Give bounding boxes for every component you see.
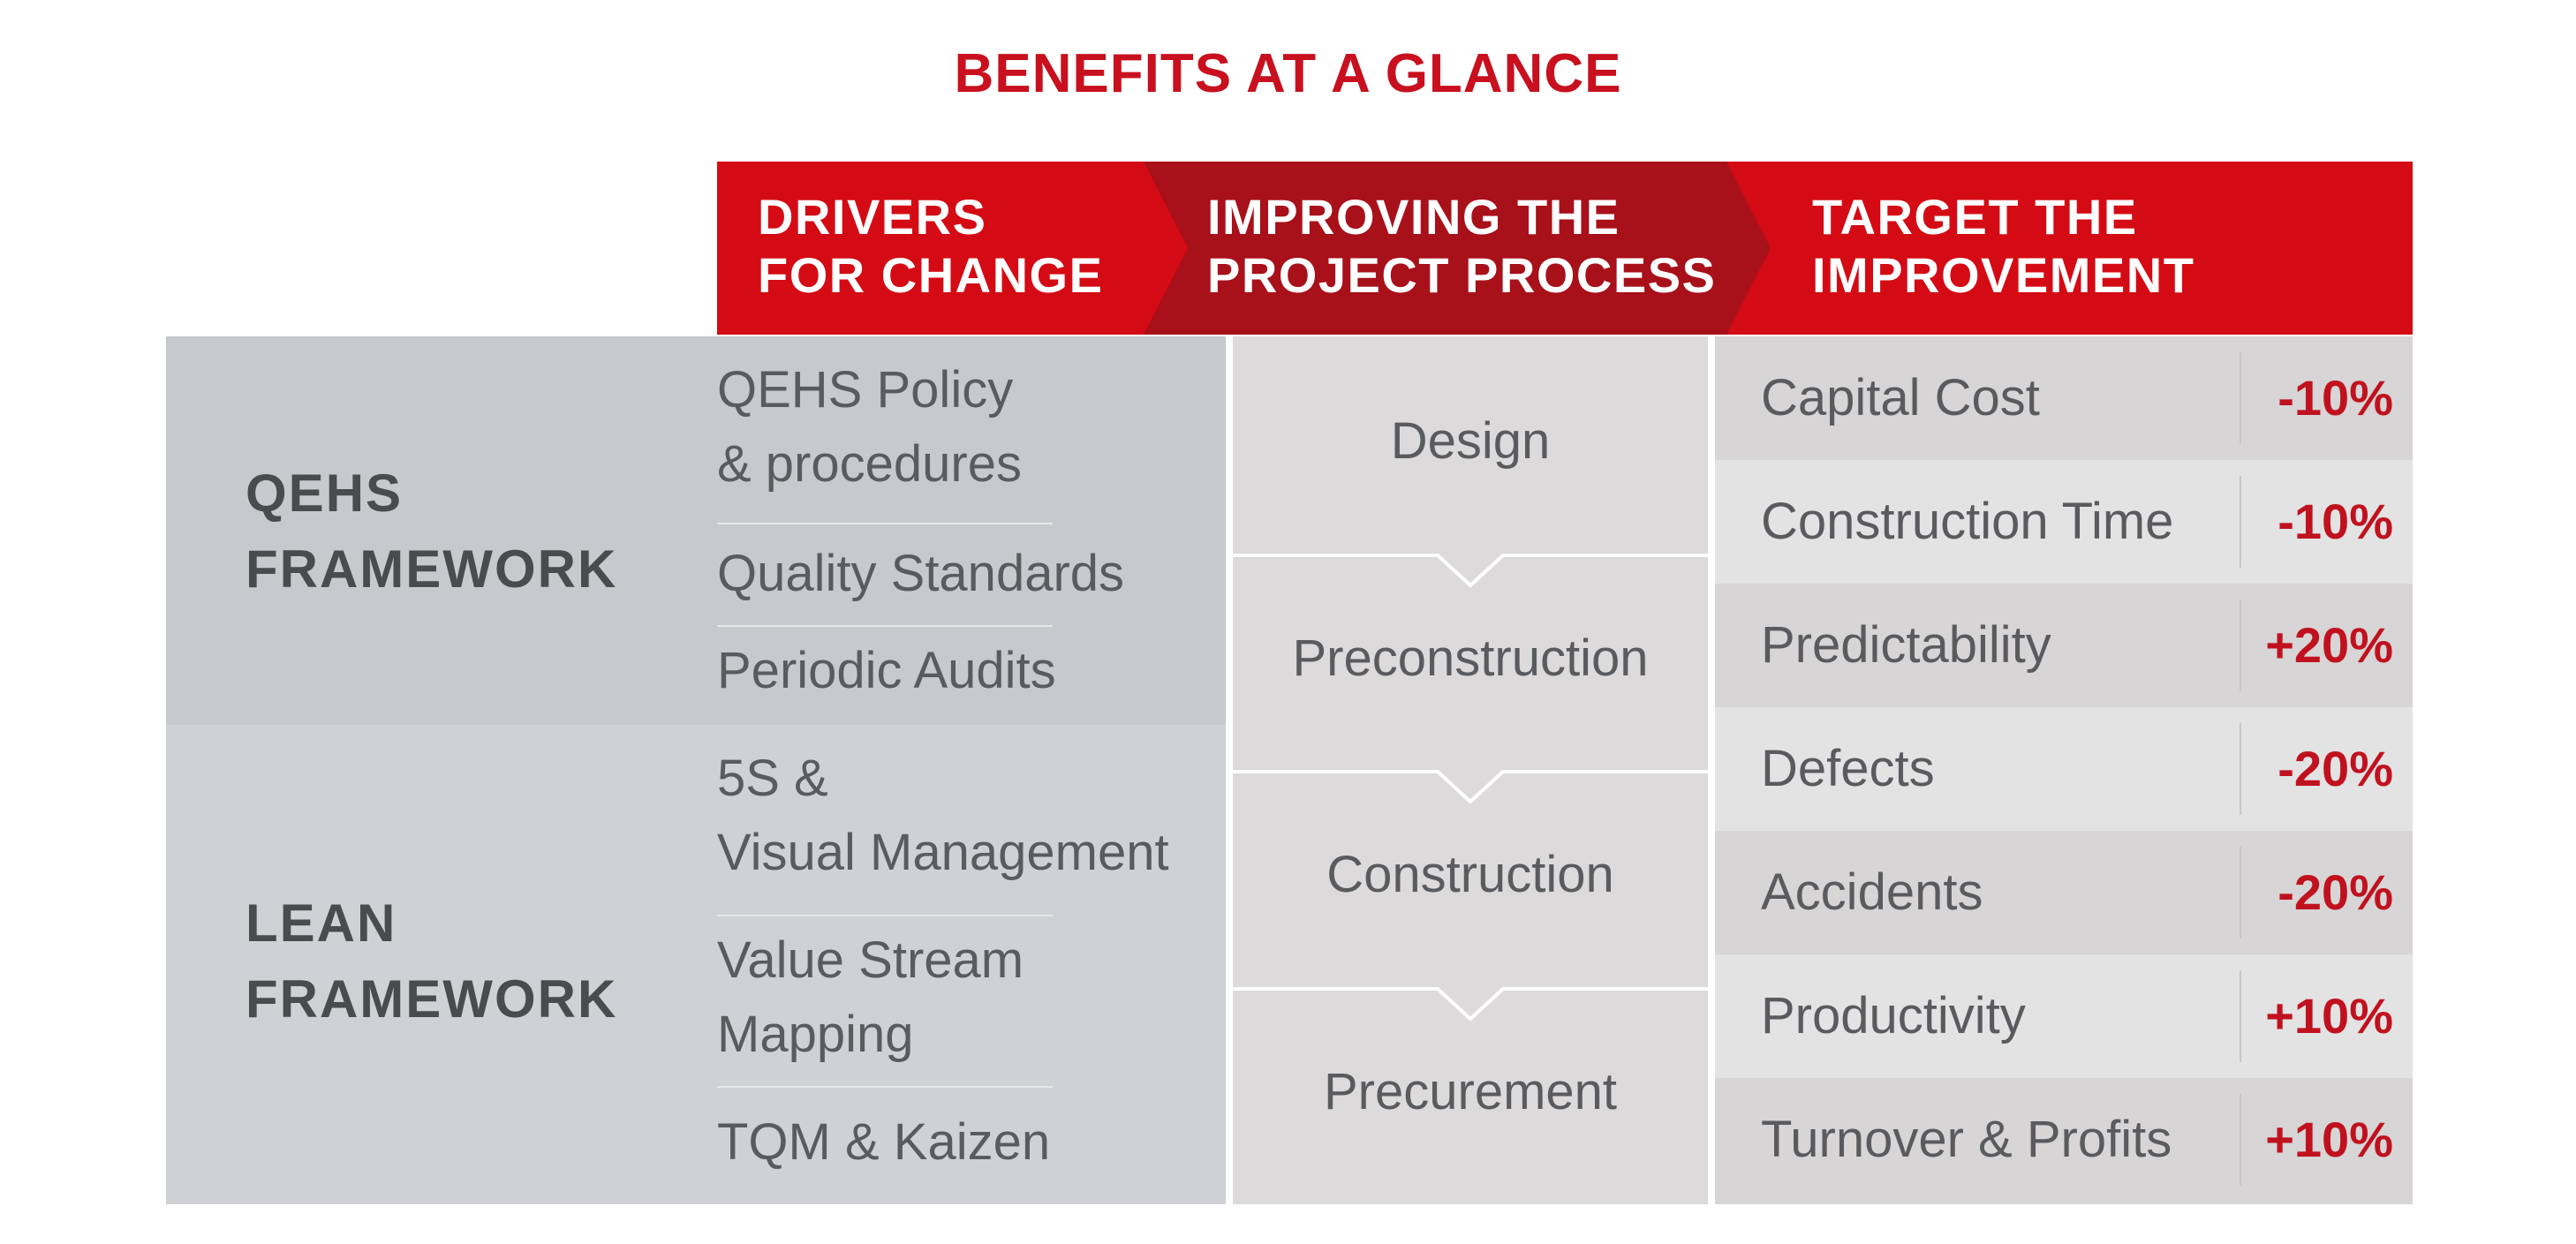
lean-framework-label: LEAN FRAMEWORK (246, 893, 618, 1029)
header-process-chevron (1144, 162, 1771, 335)
improvement-separator (2240, 1094, 2241, 1186)
header-target: TARGET THE IMPROVEMENT (1812, 189, 2195, 303)
improvement-value: +10% (2265, 988, 2393, 1044)
improvement-separator (2240, 599, 2241, 691)
process-step-preconstruction: Preconstruction (1292, 630, 1649, 687)
process-step-precurement: Precurement (1323, 1063, 1618, 1120)
improvement-row: Predictability +20% (1715, 584, 2413, 707)
improvement-label: Turnover & Profits (1761, 1111, 2172, 1168)
header-process-arrow-tip (1726, 162, 1771, 335)
driver-divider (717, 625, 1053, 627)
improvement-value: -10% (2278, 370, 2393, 426)
header-process: IMPROVING THE PROJECT PROCESS (1207, 189, 1717, 303)
improvement-row: Defects -20% (1715, 707, 2413, 831)
driver-divider (717, 915, 1053, 916)
process-chevron-separator (1233, 554, 1708, 588)
improvement-value: -20% (2278, 864, 2393, 920)
page-title: BENEFITS AT A GLANCE (954, 43, 1622, 104)
improvement-value: +10% (2265, 1112, 2393, 1167)
improvement-separator (2240, 847, 2241, 939)
improvement-separator (2240, 970, 2241, 1062)
driver-periodic-audits: Periodic Audits (717, 642, 1056, 699)
improvement-separator (2240, 476, 2241, 568)
improvement-row: Capital Cost -10% (1715, 336, 2413, 460)
lean-framework-block (166, 725, 1226, 1204)
driver-quality-standards: Quality Standards (717, 545, 1125, 602)
process-step-separators (1233, 554, 1708, 1022)
driver-divider (717, 1086, 1053, 1088)
improvements-table: Capital Cost -10% Construction Time -10%… (1715, 336, 2413, 1204)
improvement-label: Productivity (1761, 987, 2026, 1044)
improvement-row: Turnover & Profits +10% (1715, 1078, 2413, 1204)
improvement-row: Construction Time -10% (1715, 460, 2413, 584)
improvement-label: Accidents (1761, 863, 1983, 921)
improvement-value: -10% (2278, 494, 2393, 549)
header-drivers: DRIVERS FOR CHANGE (758, 189, 1104, 303)
driver-qehs-policy: QEHS Policy & procedures (717, 361, 1022, 493)
improvement-label: Construction Time (1761, 493, 2174, 550)
driver-tqm-kaizen: TQM & Kaizen (717, 1113, 1051, 1171)
improvement-value: +20% (2265, 617, 2393, 673)
improvement-row: Productivity +10% (1715, 954, 2413, 1078)
driver-5s-visual-management: 5S & Visual Management (717, 750, 1169, 881)
improvement-separator (2240, 352, 2241, 444)
driver-divider (717, 523, 1053, 524)
process-step-design: Design (1390, 412, 1551, 470)
process-chevron-separator (1233, 770, 1708, 804)
improvement-value: -20% (2278, 741, 2393, 796)
driver-value-stream-mapping: Value Stream Mapping (717, 931, 1024, 1063)
qehs-framework-block (166, 336, 1226, 725)
header-drivers-arrow-tip (1144, 162, 1188, 335)
improvement-label: Capital Cost (1761, 369, 2040, 426)
qehs-framework-label: QEHS FRAMEWORK (246, 464, 618, 599)
improvement-separator (2240, 723, 2241, 815)
process-chevron-separator (1233, 987, 1708, 1022)
improvement-label: Defects (1761, 740, 1935, 797)
process-step-construction: Construction (1326, 846, 1614, 903)
improvement-row: Accidents -20% (1715, 831, 2413, 954)
improvement-label: Predictability (1761, 616, 2051, 674)
